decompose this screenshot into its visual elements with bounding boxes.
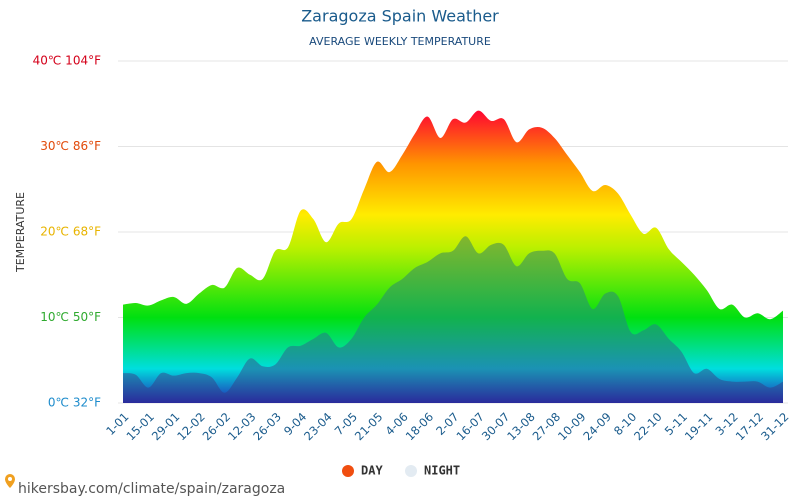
pin-icon — [5, 474, 15, 488]
x-tick-label: 26-03 — [250, 410, 284, 444]
x-tick-label: 16-07 — [453, 410, 487, 444]
x-tick-label: 22-10 — [631, 410, 665, 444]
x-tick-label: 12-03 — [225, 410, 259, 444]
x-tick-label: 19-11 — [682, 410, 716, 444]
x-tick-label: 29-01 — [149, 410, 183, 444]
x-tick-label: 24-09 — [580, 410, 614, 444]
y-tick-label: 10℃ 50°F — [40, 310, 101, 324]
x-tick-label: 31-12 — [758, 410, 792, 444]
chart-title: Zaragoza Spain Weather — [301, 7, 499, 26]
legend-marker — [405, 465, 417, 477]
legend-label: NIGHT — [424, 464, 460, 478]
legend-marker — [342, 465, 354, 477]
x-tick-label: 15-01 — [123, 410, 157, 444]
y-axis-label: TEMPERATURE — [14, 192, 27, 273]
x-tick-label: 13-08 — [504, 410, 538, 444]
x-tick-label: 27-08 — [530, 410, 564, 444]
legend-item[interactable]: DAY — [342, 464, 383, 478]
y-tick-label: 0℃ 32°F — [48, 396, 101, 410]
area-night — [123, 236, 783, 403]
x-tick-label: 17-12 — [733, 410, 767, 444]
footer: hikersbay.com/climate/spain/zaragoza — [18, 481, 285, 497]
x-tick-label: 30-07 — [479, 410, 513, 444]
y-tick-label: 30℃ 86°F — [40, 139, 101, 153]
legend-item[interactable]: NIGHT — [405, 464, 460, 478]
x-tick-label: 26-02 — [200, 410, 234, 444]
x-tick-label: 21-05 — [352, 410, 386, 444]
chart-subtitle: AVERAGE WEEKLY TEMPERATURE — [309, 35, 491, 48]
legend-label: DAY — [361, 464, 383, 478]
y-tick-label: 20℃ 68°F — [40, 225, 101, 239]
x-tick-label: 23-04 — [301, 410, 335, 444]
x-tick-label: 12-02 — [174, 410, 208, 444]
y-tick-label: 40℃ 104°F — [33, 54, 101, 68]
x-tick-label: 18-06 — [403, 410, 437, 444]
x-tick-label: 10-09 — [555, 410, 589, 444]
